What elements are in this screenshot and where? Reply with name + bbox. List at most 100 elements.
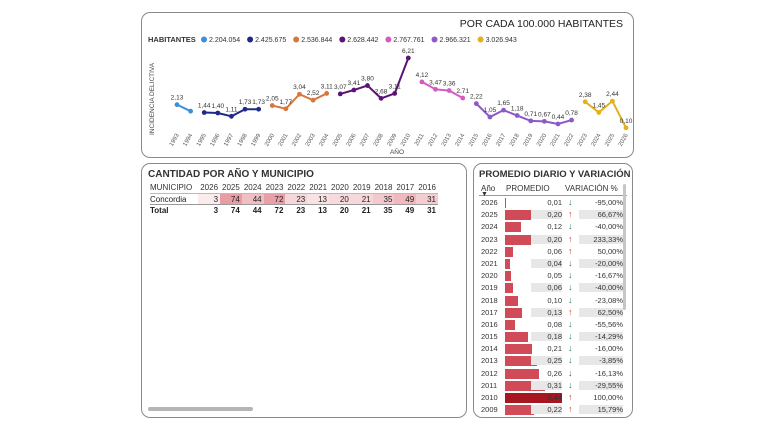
municipio-header[interactable]: MUNICIPIO <box>150 181 199 194</box>
x-tick-2013: 2013 <box>441 132 453 147</box>
quantity-table-title: CANTIDAD POR AÑO Y MUNICIPIO <box>148 169 314 180</box>
data-label-2002: 3,04 <box>293 84 306 91</box>
arrow-down-icon: ↓ <box>568 270 573 281</box>
table-row[interactable]: 2008 0,19 ↓ -26,92% <box>479 416 623 418</box>
data-label-2013: 3,36 <box>443 81 456 88</box>
x-tick-1997: 1997 <box>223 132 235 147</box>
table-row[interactable]: 2022 0,06 ↑ 50,00% <box>479 246 623 258</box>
legend-marker-1 <box>247 36 254 43</box>
arrow-down-icon: ↓ <box>568 318 573 329</box>
year-header-2022[interactable]: 2022 <box>285 181 308 194</box>
table-row[interactable]: 2018 0,10 ↓ -23,08% <box>479 295 623 307</box>
year-cell: 2011 <box>481 380 498 390</box>
year-cell: 2008 <box>481 417 498 418</box>
legend-label-3: 2.628.442 <box>347 37 378 44</box>
x-tick-2026: 2026 <box>618 132 630 147</box>
table-row[interactable]: 2017 0,13 ↑ 62,50% <box>479 307 623 319</box>
year-header-2019[interactable]: 2019 <box>350 181 373 194</box>
average-bar <box>505 210 531 221</box>
table-row[interactable]: 2020 0,05 ↓ -16,67% <box>479 270 623 282</box>
data-label-2026: 0,10 <box>620 118 633 125</box>
year-header-2018[interactable]: 2018 <box>372 181 395 194</box>
average-value: 0,05 <box>547 271 562 281</box>
x-tick-2001: 2001 <box>278 132 290 147</box>
x-tick-2012: 2012 <box>427 132 439 147</box>
year-header-2016[interactable]: 2016 <box>416 181 438 194</box>
table-row[interactable]: Concordia 3 74 44 72 23 13 20 21 35 49 31 <box>150 193 438 205</box>
table-row[interactable]: 2013 0,25 ↓ -3,85% <box>479 355 623 367</box>
year-cell: 2014 <box>481 344 498 354</box>
average-value: 0,18 <box>531 332 562 342</box>
x-tick-2022: 2022 <box>563 132 575 147</box>
average-value: 0,25 <box>531 356 562 366</box>
horizontal-scrollbar[interactable] <box>148 407 253 411</box>
data-label-2022: 0,78 <box>565 110 578 117</box>
year-header-2017[interactable]: 2017 <box>394 181 417 194</box>
data-point-2021 <box>555 121 561 127</box>
data-point-2009 <box>392 91 398 96</box>
arrow-down-icon: ↓ <box>568 282 573 293</box>
x-tick-2002: 2002 <box>291 132 303 147</box>
vertical-scrollbar[interactable] <box>623 184 626 310</box>
sort-desc-icon[interactable]: ▼ <box>481 191 488 198</box>
variation-value: -16,00% <box>595 344 623 354</box>
data-label-2012: 3,47 <box>429 79 442 86</box>
year-header-2024[interactable]: 2024 <box>241 181 264 194</box>
x-tick-1994: 1994 <box>182 132 194 147</box>
year-header-2023[interactable]: 2023 <box>263 181 286 194</box>
data-label-1993: 2,13 <box>171 95 184 102</box>
year-header-2020[interactable]: 2020 <box>329 181 351 194</box>
table-row[interactable]: 2011 0,31 ↓ -29,55% <box>479 380 623 392</box>
arrow-down-icon: ↓ <box>568 379 573 390</box>
x-tick-1996: 1996 <box>210 132 222 147</box>
count-cell: 72 <box>263 204 286 215</box>
legend-label-6: 3.026.943 <box>486 37 517 44</box>
count-cell: 74 <box>220 193 242 205</box>
data-point-2004 <box>324 91 330 96</box>
arrow-down-icon: ↓ <box>568 355 573 366</box>
variation-column-header[interactable]: VARIACIÓN % <box>565 184 618 193</box>
table-row[interactable]: 2023 0,20 ↑ 233,33% <box>479 234 623 246</box>
year-cell: 2025 <box>481 210 498 220</box>
average-bar <box>505 246 513 257</box>
table-row[interactable]: 2012 0,26 ↓ -16,13% <box>479 368 623 380</box>
average-bar <box>505 368 539 379</box>
municipio-cell: Concordia <box>150 194 187 204</box>
x-tick-2006: 2006 <box>346 132 358 147</box>
table-row[interactable]: 2016 0,08 ↓ -55,56% <box>479 319 623 331</box>
year-cell: 2021 <box>481 258 498 268</box>
year-cell: 2026 <box>481 198 498 207</box>
table-row[interactable]: 2009 0,22 ↑ 15,79% <box>479 404 623 416</box>
x-tick-2015: 2015 <box>468 132 480 147</box>
table-row[interactable]: 2024 0,12 ↓ -40,00% <box>479 221 623 233</box>
x-tick-1998: 1998 <box>237 132 249 147</box>
table-row[interactable]: Total 3 74 44 72 23 13 20 21 35 49 31 <box>150 204 438 215</box>
table-row[interactable]: 2010 0,44 ↑ 100,00% <box>479 392 623 404</box>
table-row[interactable]: 2025 0,20 ↑ 66,67% <box>479 209 623 221</box>
arrow-down-icon: ↓ <box>568 416 573 417</box>
year-cell: 2009 <box>481 405 498 415</box>
average-bar <box>505 393 562 403</box>
data-label-2003: 2,52 <box>307 90 320 97</box>
data-label-2000: 2,05 <box>266 96 279 103</box>
x-tick-2010: 2010 <box>400 132 412 147</box>
table-row[interactable]: 2014 0,21 ↓ -16,00% <box>479 343 623 355</box>
year-header-2021[interactable]: 2021 <box>307 181 330 194</box>
table-row[interactable]: 2015 0,18 ↓ -14,29% <box>479 331 623 343</box>
table-row[interactable]: 2021 0,04 ↓ -20,00% <box>479 258 623 270</box>
data-point-2023 <box>582 99 588 105</box>
year-header-2025[interactable]: 2025 <box>220 181 242 194</box>
average-bar <box>505 307 522 318</box>
average-column-header[interactable]: PROMEDIO <box>506 184 550 193</box>
year-column-header[interactable]: Año <box>481 184 496 193</box>
x-tick-2005: 2005 <box>332 132 344 147</box>
data-label-1999: 1,73 <box>252 99 265 106</box>
data-label-1997: 1,11 <box>225 106 238 113</box>
table-row[interactable]: 2019 0,06 ↓ -40,00% <box>479 282 623 294</box>
table-row[interactable]: 2026 0,01 ↓ -95,00% <box>479 197 623 209</box>
average-bar <box>505 344 533 355</box>
chart-title: POR CADA 100.000 HABITANTES <box>459 18 623 30</box>
arrow-up-icon: ↑ <box>568 306 573 317</box>
year-header-2026[interactable]: 2026 <box>198 181 221 194</box>
average-value: 0,20 <box>531 234 562 244</box>
